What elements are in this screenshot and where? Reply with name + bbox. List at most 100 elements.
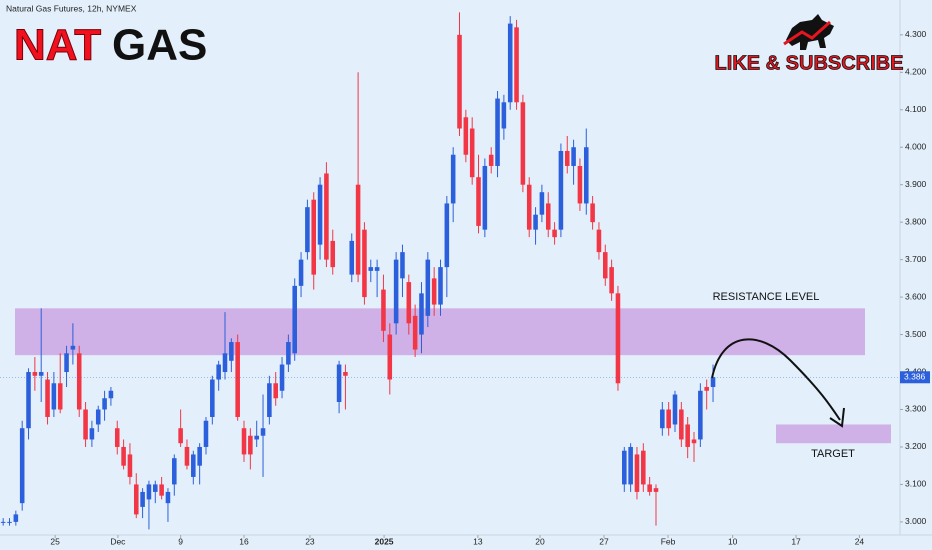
candle-body [51, 383, 57, 410]
candle-body [679, 409, 684, 440]
candle-body [298, 259, 304, 286]
candle-body [229, 342, 234, 361]
candle-body [533, 214, 538, 230]
x-tick-label: 27 [599, 536, 609, 546]
candle-body [273, 383, 278, 399]
candle-body [412, 315, 418, 350]
candle-body [507, 23, 513, 103]
candle-body [647, 484, 652, 492]
candle-body [89, 428, 95, 440]
candle-body [444, 203, 450, 268]
candle-body [343, 372, 348, 376]
overlay [711, 338, 845, 428]
x-tick-label: 20 [535, 536, 545, 546]
candle-body [406, 282, 412, 324]
candle-body [153, 484, 158, 492]
candle-body [32, 372, 38, 376]
candle-body [355, 184, 361, 275]
candle-body [279, 364, 285, 391]
candle-body [362, 229, 367, 298]
candle-body [216, 364, 221, 380]
zone-label: RESISTANCE LEVEL [713, 291, 820, 303]
candle-body [393, 259, 399, 324]
candle-body [140, 491, 145, 507]
y-tick-label: 3.000 [905, 516, 927, 526]
candles [0, 12, 716, 530]
candle-body [552, 229, 557, 238]
candle-body [450, 154, 456, 204]
candle-body [133, 484, 139, 515]
candle-body [19, 428, 25, 504]
candle-body [381, 289, 386, 331]
candle-body [653, 488, 659, 492]
x-tick-label: 10 [728, 536, 738, 546]
y-tick-label: 4.100 [905, 104, 927, 114]
candle-body [374, 267, 380, 271]
candle-body [210, 379, 215, 417]
candle-body [463, 117, 469, 155]
candle-body [387, 334, 393, 380]
y-tick-label: 3.600 [905, 291, 927, 301]
candle-body [634, 454, 640, 492]
y-tick-label: 3.900 [905, 179, 927, 189]
zone-label: TARGET [811, 448, 855, 460]
x-tick-label: Feb [661, 536, 676, 546]
y-tick-label: 3.200 [905, 441, 927, 451]
candle-body [571, 147, 576, 166]
candle-body [596, 229, 602, 253]
candle-body [698, 390, 703, 440]
candle-body [292, 285, 297, 354]
arrow-head [829, 407, 845, 428]
candle-body [666, 409, 671, 429]
candle-body [102, 398, 107, 410]
bull-shape [786, 14, 834, 50]
candle-body [248, 435, 253, 455]
candle-body [7, 521, 12, 523]
candle-body [615, 293, 621, 384]
candle-body [260, 428, 266, 436]
candle-body [419, 293, 424, 335]
candle-body [241, 428, 247, 455]
candle-body [197, 446, 202, 466]
candle-body [545, 203, 551, 230]
candle-body [57, 383, 63, 410]
candle-body [469, 128, 475, 178]
candle-body [165, 491, 171, 504]
candle-body [622, 450, 627, 485]
x-tick-label: 16 [239, 536, 249, 546]
zone [776, 424, 891, 444]
candle-body [159, 484, 164, 496]
x-tick-label: 2025 [375, 536, 394, 546]
candle-body [45, 379, 50, 417]
candle-body [672, 394, 678, 425]
candle-body [178, 428, 183, 444]
candle-body [95, 409, 101, 425]
candle-body [184, 446, 190, 466]
candle-body [501, 102, 507, 129]
candle-body [526, 184, 532, 230]
candle-body [70, 345, 76, 350]
x-tick-label: 17 [791, 536, 801, 546]
x-tick-label: 25 [50, 536, 60, 546]
candle-body [558, 150, 564, 230]
y-tick-label: 4.300 [905, 29, 927, 39]
y-tick-label: 3.500 [905, 329, 927, 339]
candle-body [286, 342, 291, 365]
x-tick-label: 23 [305, 536, 315, 546]
candle-body [425, 259, 431, 316]
candle-body [76, 353, 82, 410]
last-price-box [900, 371, 930, 384]
candle-body [603, 252, 608, 279]
candle-body [121, 446, 126, 466]
x-tick-label: 13 [473, 536, 483, 546]
candle-body [172, 458, 177, 485]
candle-body [146, 484, 152, 500]
candle-body [235, 342, 240, 417]
subtitle: Natural Gas Futures, 12h, NYMEX [6, 3, 137, 13]
candle-body [476, 177, 481, 226]
candle-body [114, 428, 120, 447]
x-tick-label: Dec [110, 536, 126, 546]
bull-trend [783, 20, 831, 46]
